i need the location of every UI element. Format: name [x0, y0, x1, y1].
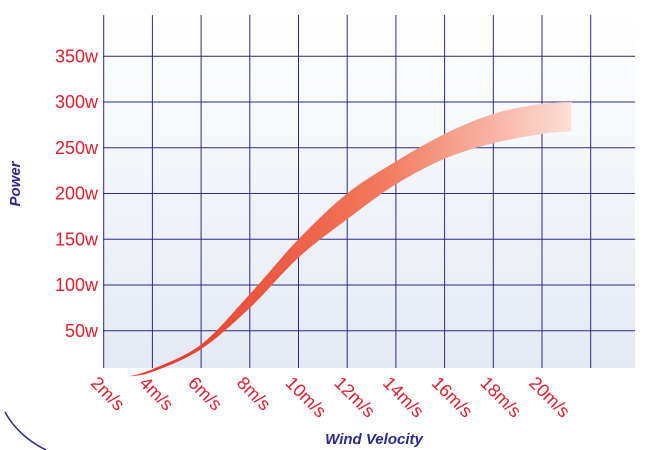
x-tick-label: 2m/s	[87, 373, 129, 415]
y-tick-label: 50w	[65, 321, 99, 341]
x-tick-label: 14m/s	[379, 373, 428, 422]
y-tick-labels: 50w 100w 150w 200w 250w 300w 350w	[55, 46, 99, 341]
x-tick-label: 10m/s	[282, 373, 331, 422]
x-tick-label: 8m/s	[233, 373, 275, 415]
x-tick-label: 18m/s	[476, 373, 525, 422]
x-tick-label: 20m/s	[525, 373, 574, 422]
decorative-arc	[4, 411, 47, 450]
y-tick-label: 100w	[55, 275, 99, 295]
x-tick-label: 4m/s	[136, 373, 178, 415]
x-tick-label: 6m/s	[184, 373, 226, 415]
x-tick-labels: 2m/s 4m/s 6m/s 8m/s 10m/s 12m/s 14m/s 16m/s 18m/…	[87, 373, 574, 422]
power-band	[128, 102, 572, 377]
x-tick-label: 16m/s	[428, 373, 477, 422]
x-axis-label: Wind Velocity	[325, 431, 423, 448]
x-tick-label: 12m/s	[330, 373, 379, 422]
y-tick-label: 350w	[55, 46, 99, 66]
y-tick-label: 250w	[55, 138, 99, 158]
y-tick-label: 200w	[55, 184, 99, 204]
y-axis-label: Power	[7, 160, 24, 206]
y-tick-label: 300w	[55, 92, 99, 112]
y-tick-label: 150w	[55, 229, 99, 249]
